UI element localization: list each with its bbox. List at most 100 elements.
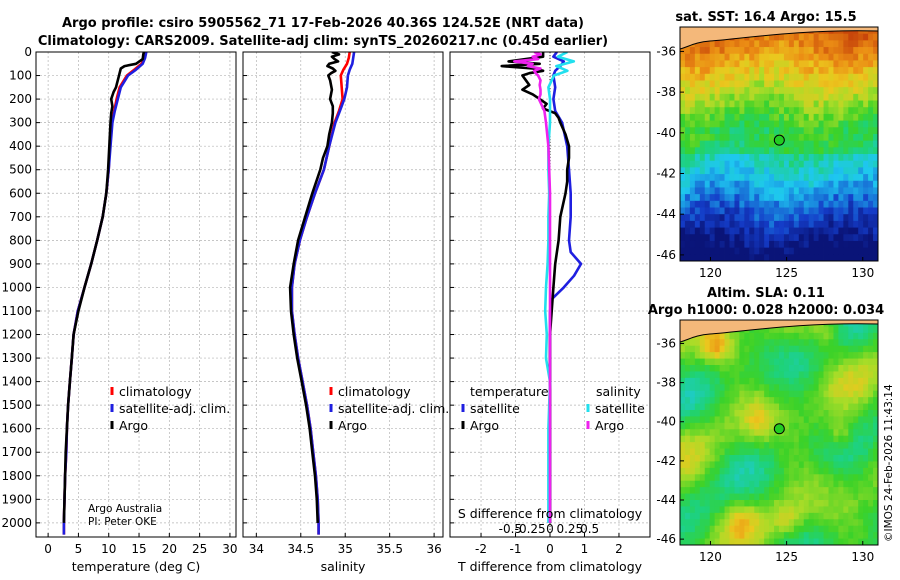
series-group [288, 52, 356, 535]
y-tick-label: 900 [9, 257, 32, 271]
coastline [679, 319, 879, 343]
map-title: sat. SST: 16.4 Argo: 15.5 [675, 10, 856, 25]
map-frame [679, 319, 879, 546]
s-tick-label: 0.5 [580, 522, 599, 536]
y-tick-label: 1200 [1, 328, 32, 342]
x-tick-label: 10 [101, 542, 116, 556]
argo-position-marker [773, 134, 785, 146]
institution-label: Argo Australia [88, 503, 162, 515]
legend-label: satellite [470, 401, 520, 416]
x-tick-label: 2 [615, 542, 623, 556]
temperature-panel: 0 5 10 15 20 25 300100200300400500600700800900… [1, 45, 237, 574]
x-tick-label: 36 [426, 542, 441, 556]
map-y-tick-label: -44 [656, 207, 676, 221]
map-x-tick-label: 125 [775, 266, 798, 280]
map-y-tick-label: -40 [656, 126, 676, 140]
y-tick-label: 200 [9, 92, 32, 106]
salinity-panel: 34 34.5 35 35.5 36 salinity climatology satelli… [242, 51, 449, 574]
series-salinity-argo [512, 52, 552, 523]
map-x-tick-label: 125 [775, 550, 798, 564]
x-tick-label: 30 [222, 542, 237, 556]
title-line-2: Climatology: CARS2009. Satellite-adj cli… [38, 34, 608, 49]
y-tick-label: 1900 [1, 492, 32, 506]
x-axis-label: salinity [321, 559, 366, 574]
y-tick-label: 700 [9, 210, 32, 224]
y-tick-label: 1600 [1, 422, 32, 436]
y-tick-label: 1300 [1, 351, 32, 365]
x-tick-label: 35.5 [376, 542, 403, 556]
series-argo [62, 52, 146, 523]
map-x-tick-label: 120 [699, 550, 722, 564]
series-argo [288, 52, 341, 523]
argo-position-marker [773, 423, 785, 435]
map-y-tick-label: -42 [656, 167, 676, 181]
y-tick-label: 1400 [1, 375, 32, 389]
legend-label: Argo [595, 418, 624, 433]
map-x-tick-label: 130 [851, 266, 874, 280]
x-axis-label: temperature (deg C) [72, 559, 201, 574]
y-tick-label: 2000 [1, 516, 32, 530]
y-tick-label: 600 [9, 186, 32, 200]
legend-label: Argo [119, 418, 148, 433]
s-axis-label: S difference from climatology [458, 506, 643, 521]
map-y-tick-label: -46 [656, 532, 676, 546]
plot-frame [449, 51, 651, 538]
map-y-tick-label: -40 [656, 415, 676, 429]
coastline [679, 26, 879, 50]
legend-label: climatology [338, 384, 411, 399]
sst-map-panel: sat. SST: 16.4 Argo: 15.5 120 125 130 -36 -38… [656, 10, 879, 280]
map-x-tick-label: 120 [699, 266, 722, 280]
x-tick-label: 20 [162, 542, 177, 556]
legend-group-temperature: temperature [470, 384, 549, 399]
x-tick-label: 0 [546, 542, 554, 556]
y-tick-label: 1000 [1, 280, 32, 294]
x-tick-label: 5 [75, 542, 83, 556]
map-frame [679, 26, 879, 262]
map-y-tick-label: -46 [656, 248, 676, 262]
map-y-tick-label: -38 [656, 376, 676, 390]
y-tick-label: 1800 [1, 469, 32, 483]
sla-map-panel: Altim. SLA: 0.11 Argo h1000: 0.028 h2000:… [648, 286, 884, 564]
map-y-tick-label: -36 [656, 336, 676, 350]
imos-timestamp: ©IMOS 24-Feb-2026 11:43:14 [883, 384, 895, 542]
x-tick-label: 25 [192, 542, 207, 556]
x-tick-label: 34.5 [287, 542, 314, 556]
y-tick-label: 300 [9, 116, 32, 130]
plot-frame [35, 51, 237, 538]
x-axis-label: T difference from climatology [457, 559, 643, 574]
x-tick-label: -1 [510, 542, 522, 556]
map-y-tick-label: -36 [656, 44, 676, 58]
legend-label: satellite-adj. clim. [119, 401, 230, 416]
y-tick-label: 1100 [1, 304, 32, 318]
x-tick-label: 0 [44, 542, 52, 556]
y-tick-label: 1700 [1, 445, 32, 459]
series-group [500, 52, 583, 523]
y-tick-label: 500 [9, 163, 32, 177]
plot-frame [242, 51, 444, 538]
s-tick-label: -0.25 [515, 522, 546, 536]
map-y-tick-label: -38 [656, 85, 676, 99]
y-tick-label: 1500 [1, 398, 32, 412]
x-tick-label: 34 [249, 542, 264, 556]
map-y-tick-label: -44 [656, 493, 676, 507]
legend-label: climatology [119, 384, 192, 399]
legend-label: Argo [470, 418, 499, 433]
pi-label: PI: Peter OKE [88, 516, 157, 528]
difference-panel: -2 -1 0 1 2 T difference from climatology -0.5… [449, 51, 651, 574]
map-y-tick-label: -42 [656, 454, 676, 468]
s-tick-label: 0.25 [556, 522, 583, 536]
plot-area [243, 52, 443, 537]
y-tick-label: 800 [9, 233, 32, 247]
s-tick-label: -0.5 [499, 522, 522, 536]
x-tick-label: -2 [475, 542, 487, 556]
y-tick-label: 0 [24, 45, 32, 59]
y-tick-label: 400 [9, 139, 32, 153]
legend-label: satellite [595, 401, 645, 416]
series-group [62, 52, 148, 535]
x-tick-label: 35 [338, 542, 353, 556]
s-tick-label: 0 [546, 522, 554, 536]
legend-label: Argo [338, 418, 367, 433]
map-title: Altim. SLA: 0.11 [707, 286, 825, 301]
map-subtitle: Argo h1000: 0.028 h2000: 0.034 [648, 303, 884, 318]
